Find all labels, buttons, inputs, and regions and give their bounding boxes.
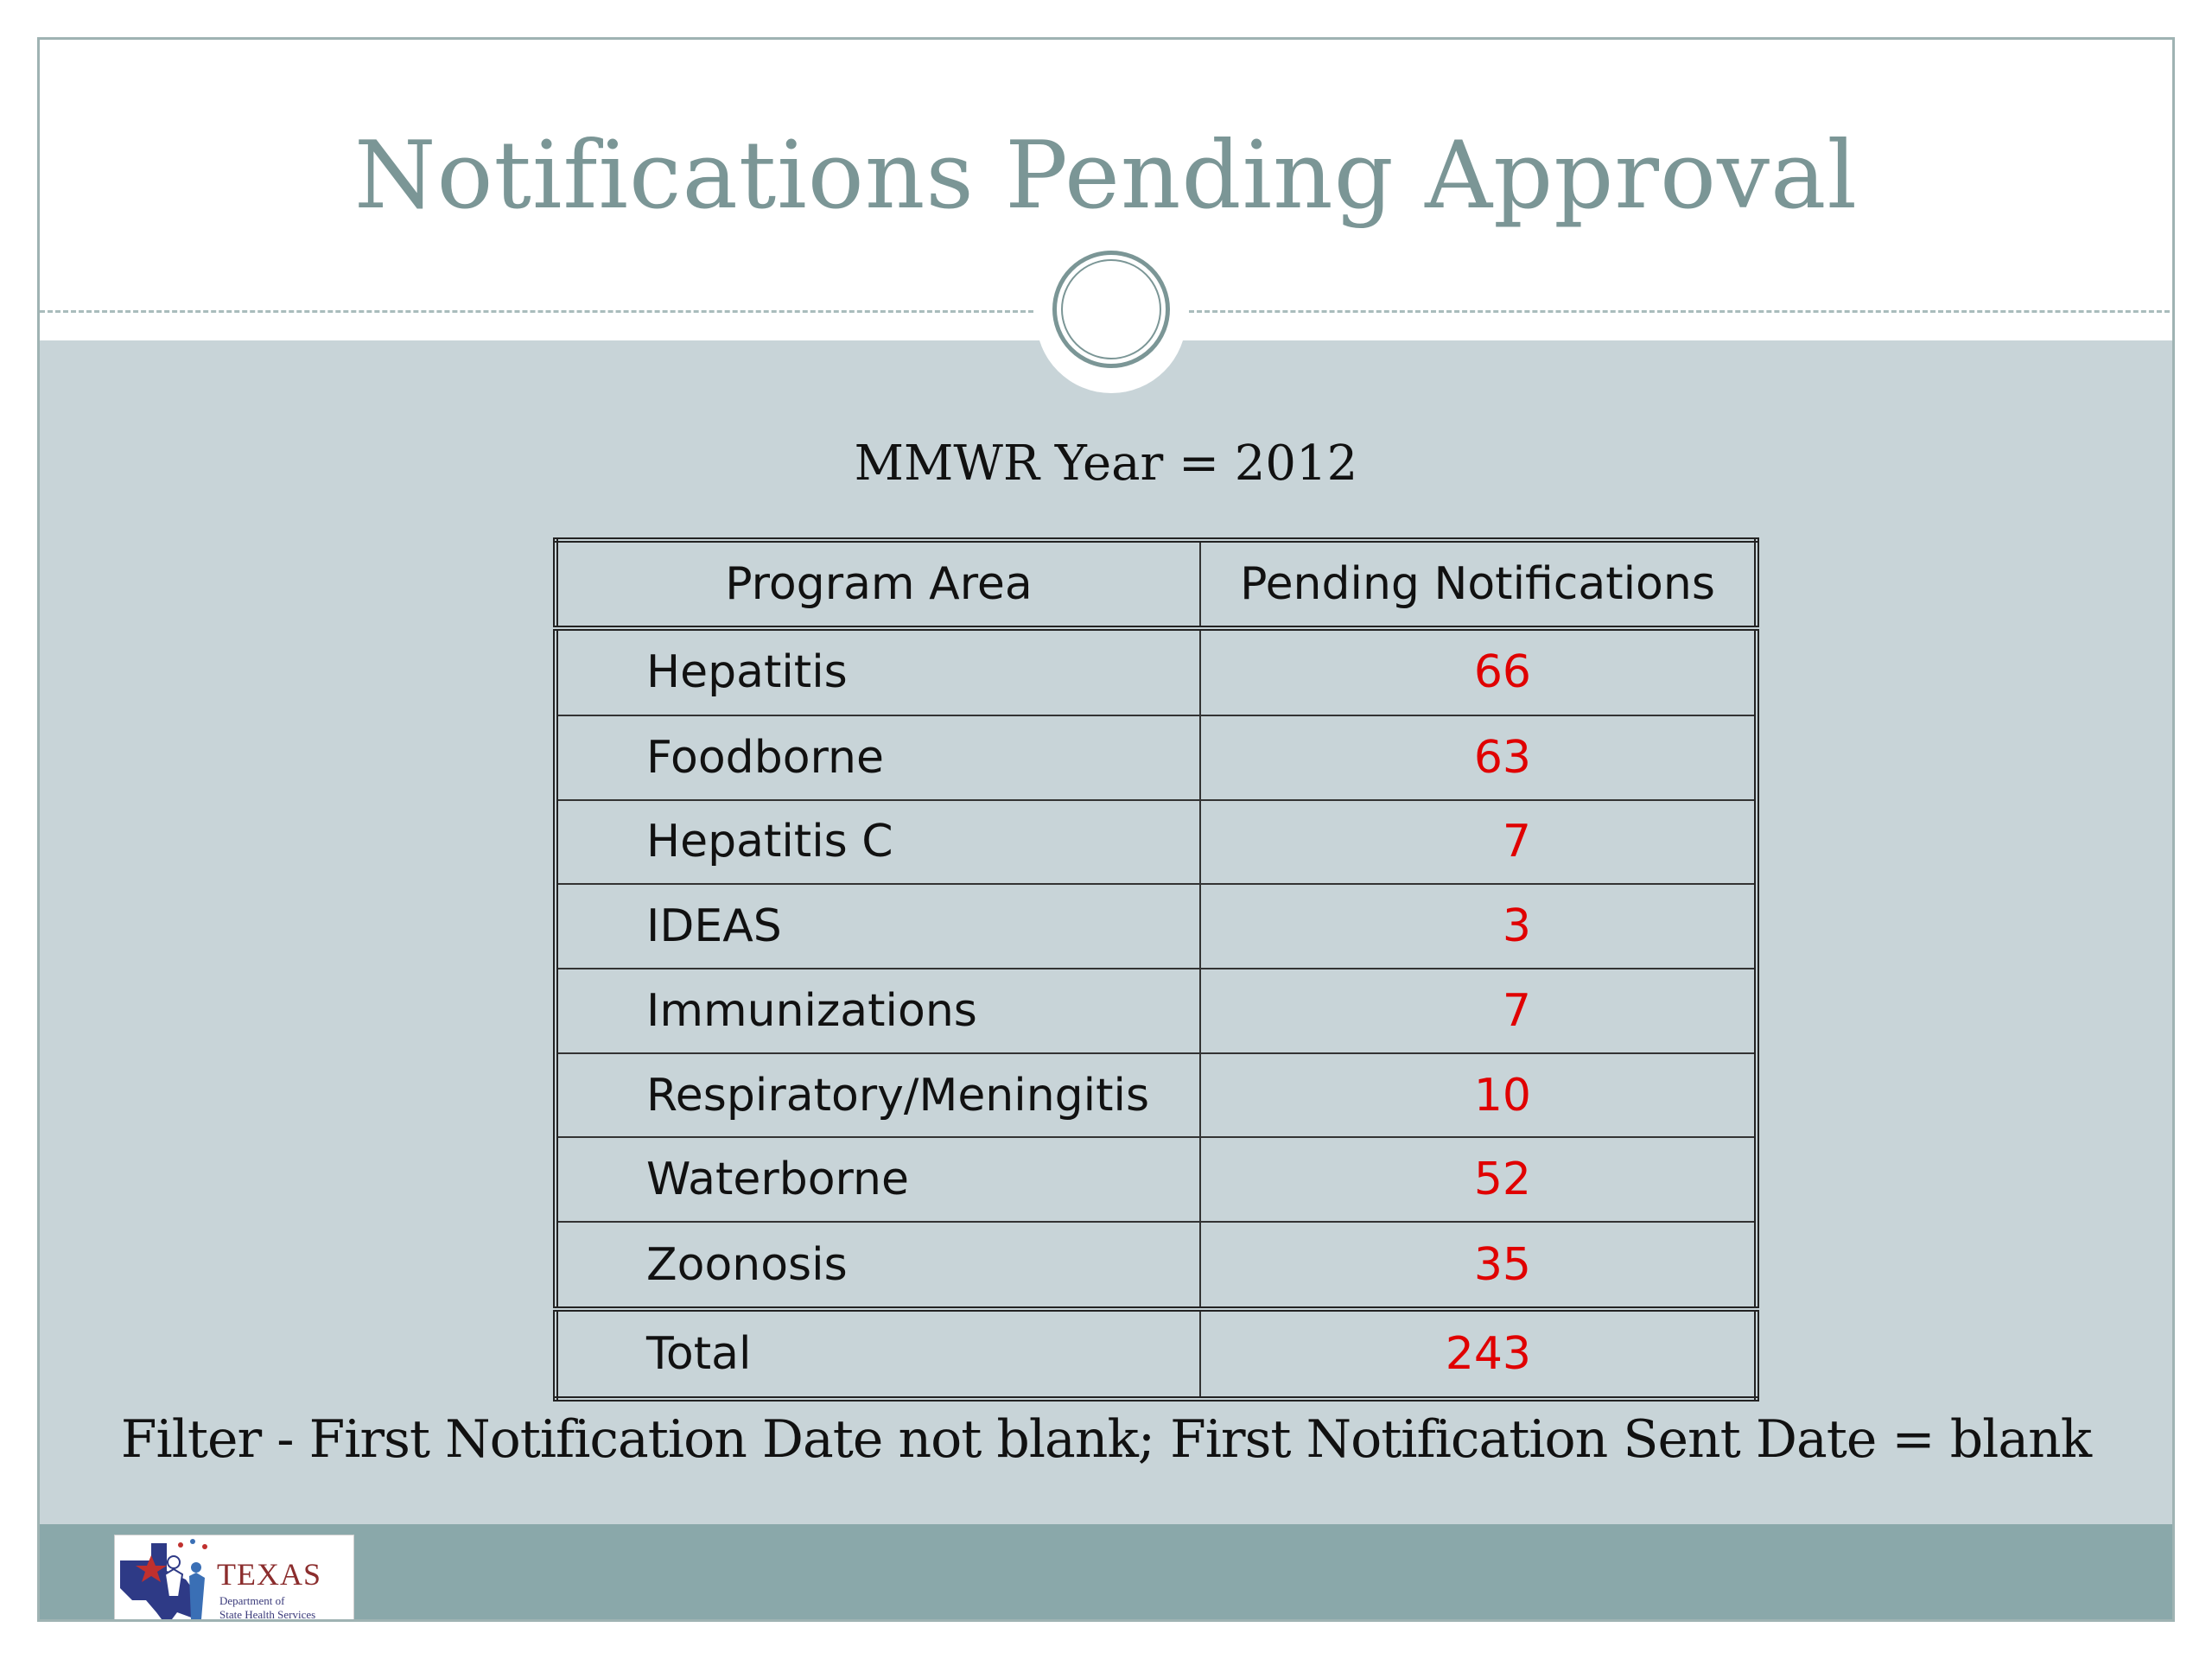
pending-notifications-table: Program Area Pending Notifications Hepat… bbox=[553, 537, 1759, 1402]
pending-cell: 35 bbox=[1199, 1221, 1758, 1310]
pending-cell: 63 bbox=[1199, 714, 1758, 801]
content-area: MMWR Year = 2012 Program Area Pending No… bbox=[40, 340, 2172, 1524]
program-cell: Hepatitis bbox=[555, 627, 1201, 716]
slide-title: Notifications Pending Approval bbox=[354, 122, 1858, 230]
table-header-row: Program Area Pending Notifications bbox=[555, 539, 1758, 631]
divider-line-left bbox=[40, 310, 1033, 313]
table-row: Zoonosis 35 bbox=[555, 1221, 1758, 1310]
filter-note: Filter - First Notification Date not bla… bbox=[120, 1409, 2092, 1470]
program-cell: Immunizations bbox=[555, 967, 1201, 1054]
footer-bar: TEXAS Department of State Health Service… bbox=[40, 1524, 2172, 1621]
program-cell: Zoonosis bbox=[555, 1221, 1201, 1310]
pending-cell: 66 bbox=[1199, 627, 1758, 716]
pending-cell: 10 bbox=[1199, 1052, 1758, 1139]
header-pending-notifications: Pending Notifications bbox=[1199, 539, 1758, 631]
table-row: Foodborne 63 bbox=[555, 714, 1758, 801]
slide: Notifications Pending Approval MMWR Year… bbox=[37, 37, 2175, 1622]
header-program-area: Program Area bbox=[555, 539, 1201, 631]
texas-dshs-logo: TEXAS Department of State Health Service… bbox=[114, 1535, 354, 1621]
mmwr-year-label: MMWR Year = 2012 bbox=[854, 435, 1358, 492]
total-value-cell: 243 bbox=[1199, 1306, 1758, 1401]
pending-cell: 3 bbox=[1199, 883, 1758, 969]
table-row: Hepatitis 66 bbox=[555, 627, 1758, 716]
pending-cell: 52 bbox=[1199, 1136, 1758, 1224]
program-cell: Hepatitis C bbox=[555, 798, 1201, 886]
program-cell: IDEAS bbox=[555, 883, 1201, 969]
table-row: Hepatitis C 7 bbox=[555, 798, 1758, 886]
logo-agency-line: State Health Services bbox=[219, 1608, 316, 1621]
table-row: Respiratory/Meningitis 10 bbox=[555, 1052, 1758, 1139]
table-row: Waterborne 52 bbox=[555, 1136, 1758, 1224]
pending-cell: 7 bbox=[1199, 967, 1758, 1054]
table-row: IDEAS 3 bbox=[555, 883, 1758, 969]
total-label-cell: Total bbox=[555, 1306, 1201, 1401]
logo-department-line: Department of bbox=[219, 1594, 285, 1607]
divider-line-right bbox=[1189, 310, 2172, 313]
logo-texas-text: TEXAS bbox=[217, 1557, 321, 1592]
table-row: Immunizations 7 bbox=[555, 967, 1758, 1054]
program-cell: Respiratory/Meningitis bbox=[555, 1052, 1201, 1139]
program-cell: Foodborne bbox=[555, 714, 1201, 801]
texas-star-figures-icon bbox=[120, 1539, 207, 1619]
divider-circle-inner-ring bbox=[1061, 259, 1161, 359]
table-total-row: Total 243 bbox=[555, 1306, 1758, 1401]
program-cell: Waterborne bbox=[555, 1136, 1201, 1224]
pending-cell: 7 bbox=[1199, 798, 1758, 886]
